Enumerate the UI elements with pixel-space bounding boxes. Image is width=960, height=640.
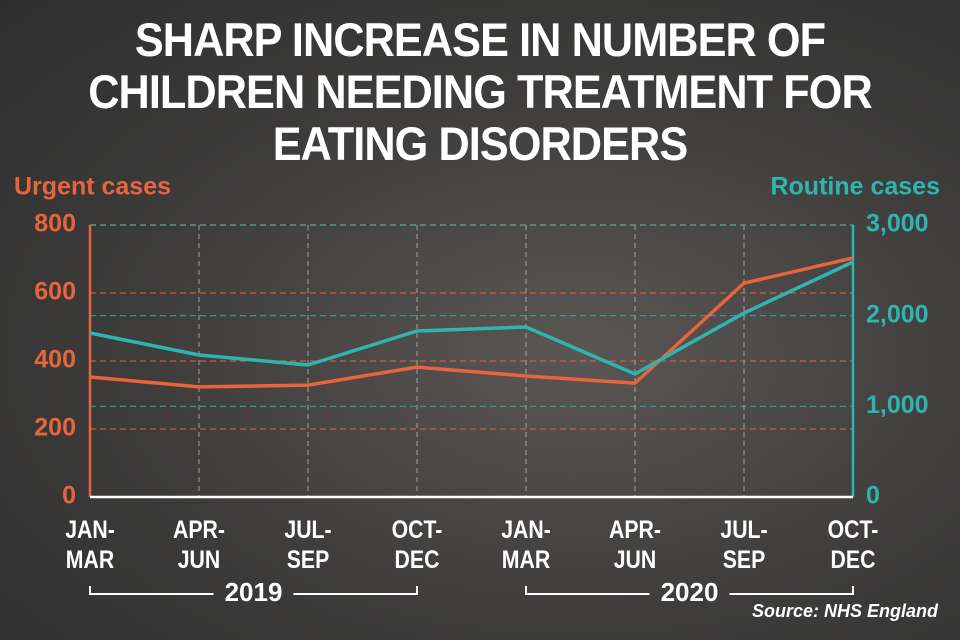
y-axis-title: Urgent cases xyxy=(14,173,171,201)
y2-axis-title: Routine cases xyxy=(770,173,940,201)
x-tick-label: OCT- DEC xyxy=(827,516,879,574)
y2-tick-label: 0 xyxy=(866,482,880,510)
x-tick-label: JAN- MAR xyxy=(501,516,551,574)
chart-title: SHARP INCREASE IN NUMBER OF CHILDREN NEE… xyxy=(88,13,872,170)
series-line xyxy=(89,260,854,376)
y-tick-label: 600 xyxy=(34,278,76,306)
source: Source: NHS England xyxy=(752,601,939,621)
y-tick-label: 400 xyxy=(34,346,76,374)
x-tick-label: APR- JUN xyxy=(609,516,661,574)
y-tick-label: 800 xyxy=(34,210,76,238)
y-tick-label: 200 xyxy=(34,414,76,442)
group-bracket xyxy=(525,586,854,595)
x-tick-label: JUL- SEP xyxy=(720,516,768,574)
x-tick-label: APR- JUN xyxy=(173,516,225,574)
x-tick-label: JUL- SEP xyxy=(284,516,332,574)
group-bracket xyxy=(89,586,418,595)
series-line xyxy=(89,256,854,389)
group-label: 2020 xyxy=(661,577,719,607)
group-label: 2019 xyxy=(225,577,283,607)
x-tick-label: JAN- MAR xyxy=(65,516,115,574)
y2-tick-label: 2,000 xyxy=(866,300,929,328)
y-tick-label: 0 xyxy=(62,482,76,510)
y2-tick-label: 3,000 xyxy=(866,210,929,238)
y2-tick-label: 1,000 xyxy=(866,391,929,419)
x-tick-label: OCT- DEC xyxy=(391,516,443,574)
